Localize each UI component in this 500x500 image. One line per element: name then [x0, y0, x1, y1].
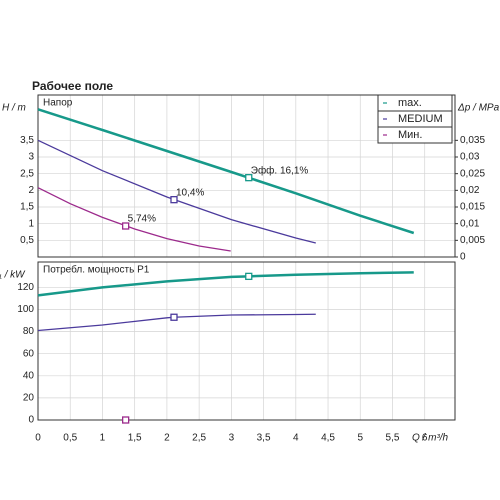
y-tick-label: 3,5 — [20, 135, 34, 146]
point-marker — [170, 196, 178, 204]
y-axis-label: H / m — [2, 103, 26, 114]
x-tick-label: 0,5 — [63, 433, 77, 444]
x-tick-label: 1,5 — [128, 433, 142, 444]
panel-frame — [37, 261, 456, 421]
point-marker — [170, 313, 178, 321]
panel-title: Напор — [43, 98, 73, 109]
x-tick-label: 3 — [229, 433, 235, 444]
y-tick-label: 20 — [23, 393, 35, 404]
chart-title: Рабочее поле — [32, 79, 113, 93]
point-marker — [245, 272, 253, 281]
y2-tick-label: 0,01 — [460, 218, 480, 229]
x-tick-label: 3,5 — [257, 433, 271, 444]
y-tick-label: 2 — [28, 185, 34, 196]
x-tick-label: 2 — [164, 433, 170, 444]
point-marker — [122, 222, 130, 230]
y2-axis-label: Δp / MPa — [457, 103, 500, 114]
y-tick-label: 60 — [23, 348, 35, 359]
x-tick-label: 1 — [100, 433, 106, 444]
x-tick-label: 4 — [293, 433, 299, 444]
panel-frame — [37, 94, 456, 258]
y2-tick-label: 0,03 — [460, 152, 480, 163]
y2-tick-label: 0,005 — [460, 235, 485, 246]
y2-tick-label: 0 — [460, 252, 466, 263]
x-tick-label: 2,5 — [192, 433, 206, 444]
x-tick-label: 5 — [357, 433, 363, 444]
y-tick-label: 100 — [17, 304, 34, 315]
y-tick-label: 0 — [28, 415, 34, 426]
y-tick-label: 80 — [23, 326, 35, 337]
curve — [37, 187, 231, 252]
y-axis-label: P₁ / kW — [0, 270, 26, 281]
y2-tick-label: 0,015 — [460, 202, 485, 213]
x-tick-label: 4,5 — [321, 433, 335, 444]
point-label: Эфф. 16,1% — [251, 164, 309, 176]
y-tick-label: 0,5 — [20, 235, 34, 246]
legend-label: max. — [398, 97, 422, 109]
point-marker — [245, 174, 253, 182]
legend-box — [377, 94, 453, 144]
y2-tick-label: 0,035 — [460, 135, 485, 146]
point-marker — [122, 416, 130, 424]
x-tick-label: 6 — [422, 433, 428, 444]
point-label: 10,4% — [176, 187, 204, 198]
panel-title: Потребл. мощность P1 — [43, 264, 150, 276]
curve — [37, 139, 316, 244]
y2-tick-label: 0,02 — [460, 185, 480, 196]
curve — [37, 271, 414, 297]
y-tick-label: 1,5 — [20, 202, 34, 213]
y-tick-label: 3 — [28, 152, 34, 163]
x-axis-label: Q / m³/h — [412, 433, 449, 444]
y2-tick-label: 0,025 — [460, 168, 485, 179]
y-tick-label: 120 — [17, 282, 34, 293]
x-tick-label: 5,5 — [386, 433, 400, 444]
y-tick-label: 1 — [28, 218, 34, 229]
legend-label: MEDIUM — [398, 113, 443, 125]
y-tick-label: 2,5 — [20, 168, 34, 179]
y-tick-label: 40 — [23, 370, 35, 381]
curve — [37, 108, 415, 235]
x-tick-label: 0 — [35, 433, 41, 444]
legend-label: Мин. — [398, 129, 422, 141]
point-label: 5,74% — [128, 214, 156, 225]
